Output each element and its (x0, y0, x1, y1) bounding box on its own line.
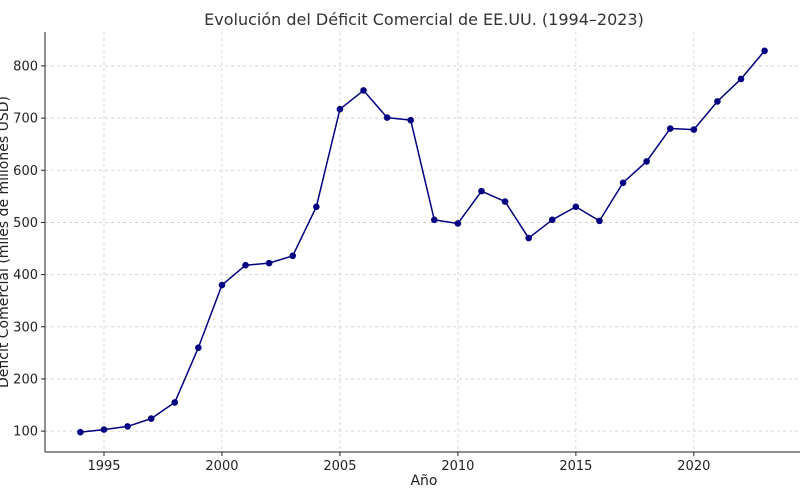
chart-title: Evolución del Déficit Comercial de EE.UU… (204, 10, 644, 29)
y-tick-label: 300 (13, 320, 38, 335)
data-point (737, 75, 745, 83)
series-line (80, 50, 766, 433)
grid (45, 32, 800, 452)
data-point (218, 281, 226, 289)
data-point (478, 187, 485, 195)
data-point (124, 423, 131, 430)
y-tick-label: 700 (13, 112, 38, 127)
data-point (666, 125, 674, 132)
data-point (360, 87, 367, 94)
data-point (407, 116, 415, 124)
x-tick-label: 2015 (559, 459, 592, 474)
data-point (100, 426, 108, 433)
data-point (454, 220, 462, 227)
x-tick-label: 2020 (677, 459, 710, 474)
data-point (313, 203, 320, 211)
data-point (265, 259, 273, 267)
data-series (77, 47, 768, 436)
data-point (195, 344, 202, 351)
data-point (501, 198, 509, 205)
data-point (572, 203, 580, 211)
data-point (690, 126, 698, 133)
y-tick-label: 500 (13, 216, 38, 231)
x-tick-label: 2005 (323, 459, 356, 474)
data-point (596, 217, 603, 225)
data-point (761, 47, 768, 55)
data-point (147, 415, 155, 422)
y-tick-label: 800 (13, 59, 38, 74)
x-axis-label: Año (410, 473, 437, 489)
data-point (548, 216, 556, 224)
data-point (336, 105, 344, 113)
data-point (619, 179, 627, 187)
y-tick-label: 600 (13, 164, 38, 179)
data-point (643, 158, 650, 165)
x-tick-label: 1995 (87, 459, 120, 474)
data-point (242, 261, 249, 269)
data-point (171, 399, 179, 406)
y-tick-label: 100 (13, 425, 38, 440)
x-tick-label: 2000 (205, 459, 238, 474)
axes (41, 32, 800, 456)
data-point (525, 234, 532, 242)
y-axis-label: Déficit Comercial (miles de millones USD… (0, 96, 12, 388)
x-tick-label: 2010 (441, 459, 474, 474)
y-tick-label: 200 (13, 372, 38, 387)
data-point (383, 114, 391, 121)
data-point (289, 252, 297, 260)
data-point (77, 428, 84, 436)
tick-labels: 1995 2000 2005 2010 2015 2020 100 200 300 400 500 6… (13, 59, 710, 474)
data-point (714, 98, 721, 105)
data-point (430, 216, 438, 224)
y-tick-label: 400 (13, 268, 38, 283)
